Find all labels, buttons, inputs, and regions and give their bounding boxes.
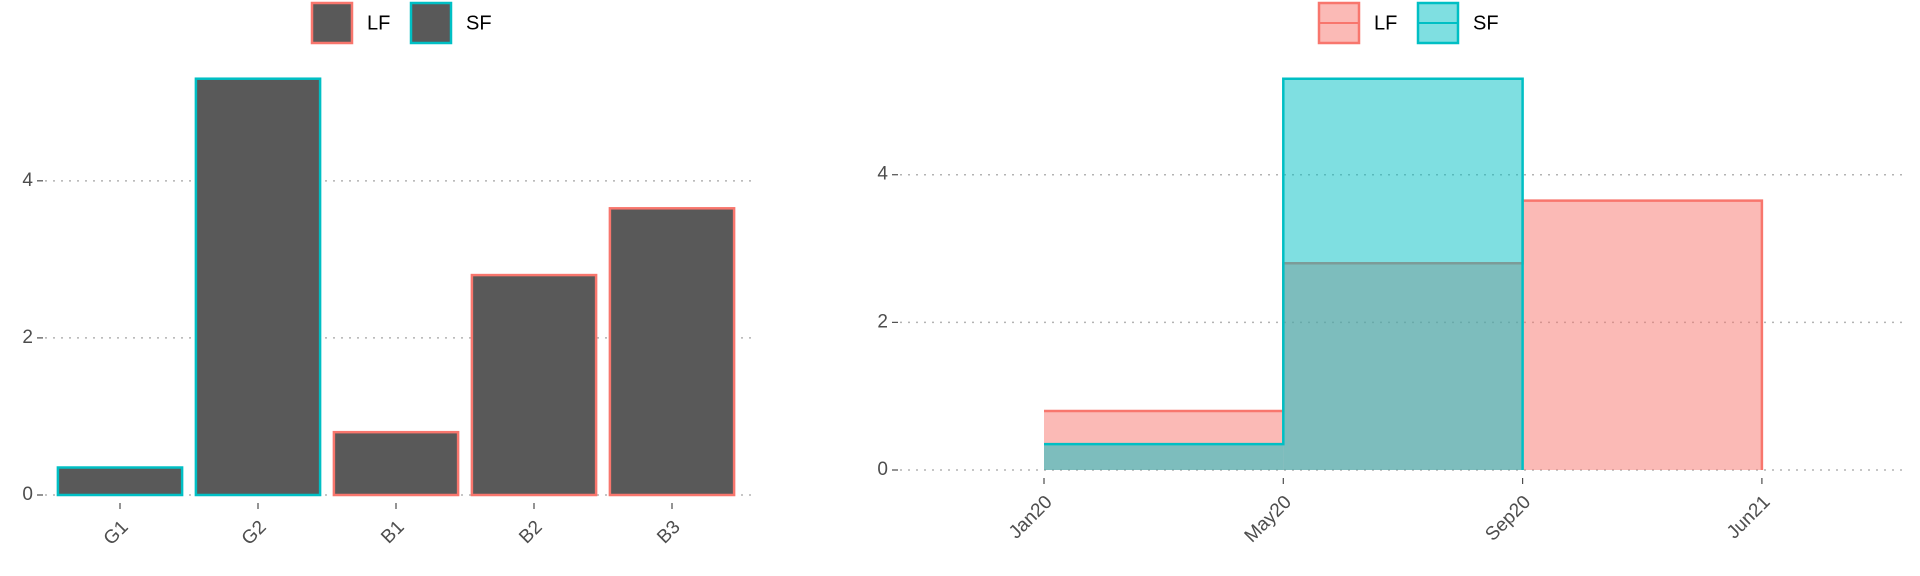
legend-label: LF xyxy=(367,12,390,34)
x-tick-label: B2 xyxy=(515,517,546,548)
x-tick-label: May20 xyxy=(1241,492,1296,547)
step-area xyxy=(1044,444,1284,470)
y-tick-label: 0 xyxy=(22,484,33,505)
legend-label: SF xyxy=(1473,12,1499,34)
y-tick-label: 2 xyxy=(22,327,33,348)
bar xyxy=(470,273,598,497)
bar xyxy=(194,77,322,497)
legend-label: LF xyxy=(1374,12,1397,34)
legend: LF SF xyxy=(1317,1,1499,45)
x-tick-label: Jun21 xyxy=(1723,492,1774,543)
step-outline xyxy=(1044,77,1524,470)
step-area xyxy=(1283,78,1523,470)
x-tick-label: B3 xyxy=(653,517,684,548)
legend: LF SF xyxy=(310,1,492,45)
x-tick-label: G1 xyxy=(100,517,133,550)
legend-swatch xyxy=(310,1,354,45)
y-tick-label: 2 xyxy=(877,311,888,332)
y-tick-label: 0 xyxy=(877,459,888,480)
y-tick-label: 4 xyxy=(877,164,888,185)
bar xyxy=(56,466,184,497)
bar xyxy=(608,207,736,497)
y-tick-label: 4 xyxy=(22,170,33,191)
x-tick-label: Jan20 xyxy=(1005,492,1056,543)
legend-swatch xyxy=(409,1,453,45)
bar xyxy=(332,430,460,497)
x-tick-label: Sep20 xyxy=(1481,492,1535,546)
x-tick-label: G2 xyxy=(238,517,271,550)
x-tick-label: B1 xyxy=(377,517,408,548)
legend-label: SF xyxy=(466,12,492,34)
step-area xyxy=(1522,200,1762,470)
